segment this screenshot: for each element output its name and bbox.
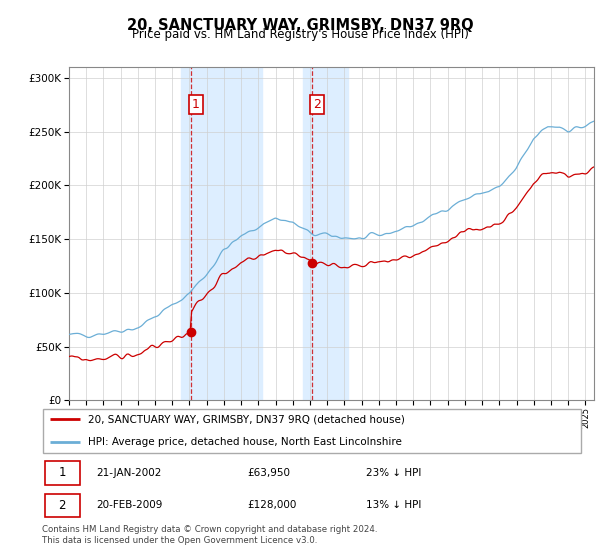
- Text: 1: 1: [192, 99, 200, 111]
- Text: HPI: Average price, detached house, North East Lincolnshire: HPI: Average price, detached house, Nort…: [88, 437, 402, 447]
- Text: 2: 2: [58, 498, 66, 512]
- Text: 21-JAN-2002: 21-JAN-2002: [96, 468, 161, 478]
- Text: £63,950: £63,950: [247, 468, 290, 478]
- Text: £128,000: £128,000: [247, 500, 296, 510]
- Text: 20-FEB-2009: 20-FEB-2009: [96, 500, 163, 510]
- Text: 20, SANCTUARY WAY, GRIMSBY, DN37 9RQ (detached house): 20, SANCTUARY WAY, GRIMSBY, DN37 9RQ (de…: [88, 414, 405, 424]
- Bar: [303, 67, 348, 400]
- FancyBboxPatch shape: [45, 461, 80, 484]
- Text: 20, SANCTUARY WAY, GRIMSBY, DN37 9RQ: 20, SANCTUARY WAY, GRIMSBY, DN37 9RQ: [127, 18, 473, 33]
- Text: 1: 1: [58, 466, 66, 479]
- Text: 23% ↓ HPI: 23% ↓ HPI: [366, 468, 421, 478]
- FancyBboxPatch shape: [43, 409, 581, 453]
- Text: 13% ↓ HPI: 13% ↓ HPI: [366, 500, 421, 510]
- Text: 2: 2: [313, 99, 321, 111]
- FancyBboxPatch shape: [45, 493, 80, 517]
- Text: Price paid vs. HM Land Registry's House Price Index (HPI): Price paid vs. HM Land Registry's House …: [131, 28, 469, 41]
- Text: Contains HM Land Registry data © Crown copyright and database right 2024.
This d: Contains HM Land Registry data © Crown c…: [42, 525, 377, 545]
- Bar: [181, 67, 262, 400]
